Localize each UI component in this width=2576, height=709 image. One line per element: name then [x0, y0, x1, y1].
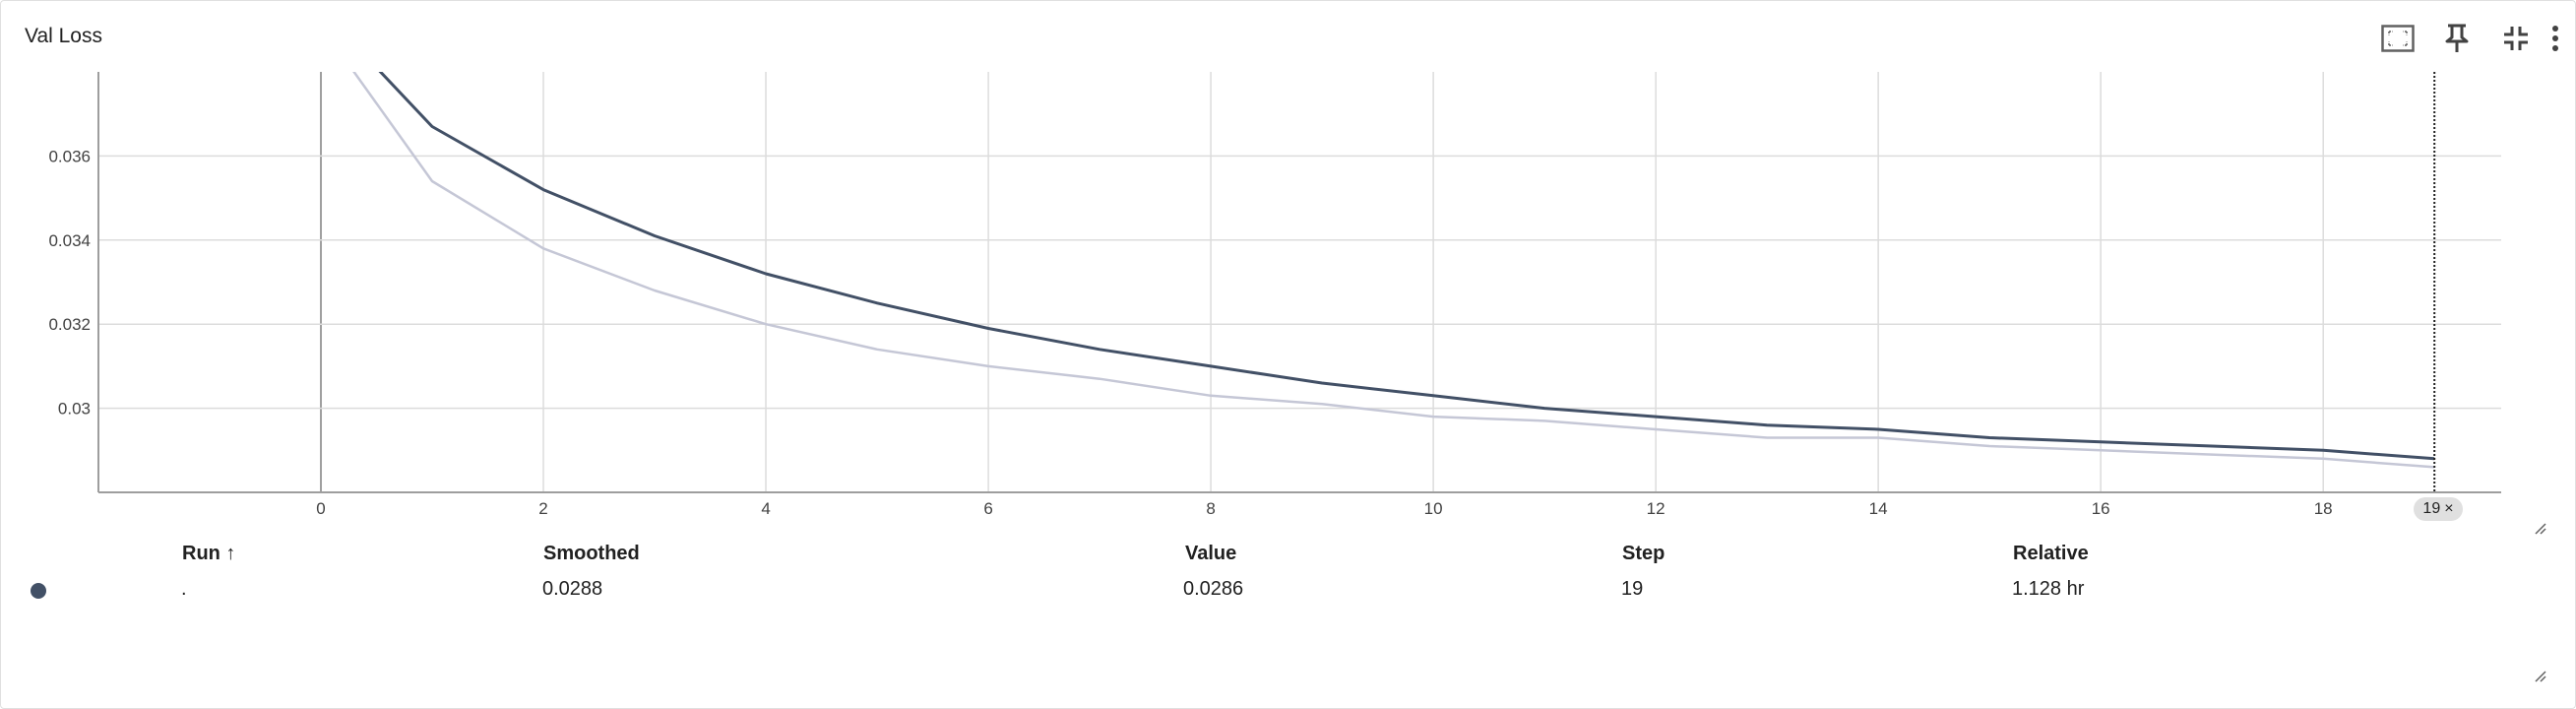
smoothed-value: 0.0288 — [542, 578, 603, 600]
raw-value: 0.0286 — [1183, 578, 1244, 600]
run-color-dot — [31, 583, 46, 599]
y-tick-label: 0.032 — [48, 315, 91, 334]
relative-time: 1.128 hr — [2012, 578, 2085, 600]
collapse-icon — [2504, 27, 2528, 50]
step-cursor-badge[interactable]: 19 × — [2414, 497, 2463, 521]
value-header[interactable]: Value — [1185, 543, 1237, 564]
y-tick-label: 0.03 — [58, 400, 91, 419]
x-tick-label: 0 — [316, 499, 325, 518]
run-header[interactable]: Run ↑ — [182, 543, 236, 564]
collapse-button[interactable] — [2496, 19, 2536, 58]
x-tick-label: 18 — [2314, 499, 2333, 518]
x-tick-label: 2 — [538, 499, 547, 518]
run-name: . — [181, 578, 187, 600]
step-value: 19 — [1621, 578, 1644, 600]
x-tick-label: 14 — [1869, 499, 1888, 518]
card-resize-handle-icon[interactable] — [2534, 670, 2547, 683]
x-tick-label: 8 — [1206, 499, 1215, 518]
line-chart[interactable]: 0 2 4 6 8 10 12 14 16 18 0.03 0.032 0.034 0.036 — [0, 0, 2576, 532]
x-tick-label: 4 — [761, 499, 770, 518]
x-tick-label: 16 — [2092, 499, 2110, 518]
relative-header[interactable]: Relative — [2013, 543, 2089, 564]
close-icon[interactable]: × — [2444, 500, 2454, 517]
pin-icon — [2445, 24, 2469, 52]
more-options-button[interactable] — [2536, 19, 2575, 58]
y-tick-label: 0.036 — [48, 147, 91, 165]
card-title: Val Loss — [25, 25, 102, 47]
fit-domain-button[interactable] — [2378, 19, 2418, 58]
x-tick-label: 12 — [1647, 499, 1665, 518]
step-header[interactable]: Step — [1622, 543, 1665, 564]
step-cursor-label: 19 — [2422, 500, 2441, 517]
fit-domain-icon — [2381, 25, 2415, 52]
y-tick-label: 0.034 — [48, 231, 91, 250]
x-tick-label: 6 — [983, 499, 992, 518]
raw-series-line — [352, 72, 2435, 469]
pin-button[interactable] — [2437, 19, 2477, 58]
more-vert-icon — [2552, 26, 2558, 51]
chart-resize-handle-icon[interactable] — [2534, 522, 2547, 536]
smoothed-series-line — [378, 72, 2435, 461]
x-tick-label: 10 — [1424, 499, 1443, 518]
smoothed-header[interactable]: Smoothed — [543, 543, 640, 564]
